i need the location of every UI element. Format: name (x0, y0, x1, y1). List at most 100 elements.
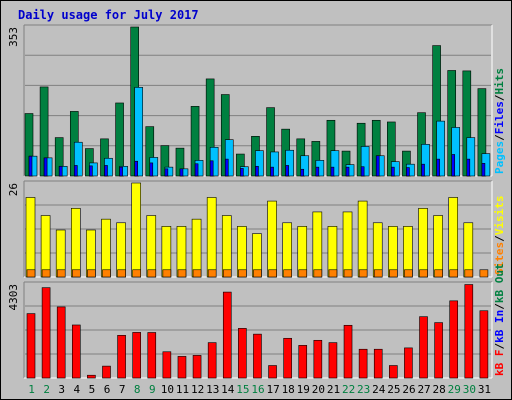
bar-sites (117, 269, 126, 278)
bar-kbytes (343, 324, 353, 379)
x-tick-label: 20 (312, 383, 325, 396)
bar-pages (436, 120, 445, 177)
x-tick-label: 22 (342, 383, 355, 396)
bar-kbytes (117, 335, 126, 379)
bar-visits (267, 200, 277, 278)
bar-kbytes (298, 345, 308, 379)
bar-sites (389, 269, 398, 278)
bar-sites (177, 269, 187, 278)
bar-visits (403, 226, 413, 278)
bar-files (240, 168, 244, 177)
bar-kbytes (56, 306, 66, 379)
bar-visits (342, 211, 353, 278)
bar-kbytes (87, 374, 96, 379)
bar-files (285, 165, 289, 177)
bar-visits (221, 215, 232, 278)
x-tick-label: 15 (236, 383, 249, 396)
bar-visits (297, 226, 308, 278)
bar-kbytes (389, 365, 398, 379)
bar-sites (41, 269, 51, 278)
bar-sites (56, 269, 66, 278)
bar-files (119, 166, 123, 177)
bar-visits (146, 215, 157, 278)
bar-kbytes (328, 342, 338, 379)
x-tick-label: 4 (74, 383, 81, 396)
bar-files (224, 158, 229, 177)
bar-files (406, 167, 410, 177)
bar-pages (285, 149, 294, 177)
bar-sites (373, 269, 383, 278)
bar-visits (372, 222, 383, 278)
bar-files (149, 162, 154, 177)
bar-sites (132, 269, 141, 278)
legend-item: Pages (493, 141, 506, 174)
x-tick-label: 18 (282, 383, 295, 396)
bar-kbytes (313, 339, 323, 379)
bar-visits (191, 218, 202, 278)
bar-kbytes (464, 284, 474, 379)
panel-visits_sites: 26 Sites/Visits (7, 180, 506, 278)
chart-title: Daily usage for July 2017 (18, 8, 199, 22)
x-tick-label: 28 (433, 383, 446, 396)
x-tick-label: 8 (134, 383, 141, 396)
bar-kbytes (268, 365, 277, 379)
bar-sites (238, 269, 247, 278)
bar-pages (224, 139, 234, 177)
legend-item: kB In (493, 310, 506, 343)
bar-visits (433, 215, 443, 278)
bar-files (179, 168, 184, 177)
x-tick-label: 11 (176, 383, 189, 396)
bar-sites (298, 269, 308, 278)
bar-files (209, 160, 214, 177)
bar-sites (313, 269, 323, 278)
bar-sites (434, 269, 443, 278)
bar-sites (147, 269, 157, 278)
bar-kbytes (71, 324, 81, 379)
bar-kbytes (162, 351, 172, 379)
x-tick-label: 16 (251, 383, 264, 396)
bar-files (300, 168, 305, 177)
bar-kbytes (358, 348, 368, 379)
bar-pages (270, 151, 279, 177)
x-tick-label: 14 (221, 383, 235, 396)
legend-item: Visits (493, 196, 506, 236)
bar-kbytes (207, 342, 217, 379)
bar-visits (116, 222, 126, 278)
legend-separator: / (493, 343, 506, 350)
bar-sites (192, 269, 202, 278)
bar-files (466, 158, 471, 177)
bar-visits (101, 218, 111, 278)
bar-visits (25, 197, 36, 278)
bar-visits (237, 226, 247, 278)
bar-files (134, 160, 138, 177)
x-tick-label: 17 (266, 383, 279, 396)
bar-visits (176, 226, 187, 278)
bar-sites (479, 269, 489, 278)
bar-files (360, 166, 365, 177)
x-tick-label: 21 (327, 383, 340, 396)
x-tick-label: 5 (89, 383, 96, 396)
bar-files (330, 166, 335, 177)
bar-sites (404, 269, 413, 278)
bar-visits (206, 197, 217, 278)
bar-files (270, 166, 274, 177)
bar-sites (26, 269, 36, 278)
x-tick-label: 24 (372, 383, 386, 396)
bar-visits (463, 222, 474, 278)
bar-sites (449, 269, 459, 278)
bar-sites (268, 269, 277, 278)
bar-sites (419, 269, 428, 278)
x-tick-label: 2 (43, 383, 50, 396)
bar-files (73, 165, 78, 177)
bar-sites (71, 269, 81, 278)
bar-files (391, 166, 395, 177)
bar-sites (358, 269, 368, 278)
x-tick-label: 7 (119, 383, 126, 396)
bar-visits (448, 197, 459, 278)
bar-pages (73, 141, 83, 177)
legend-separator: / (493, 94, 506, 101)
x-tick-label: 23 (357, 383, 370, 396)
x-tick-label: 31 (478, 383, 491, 396)
